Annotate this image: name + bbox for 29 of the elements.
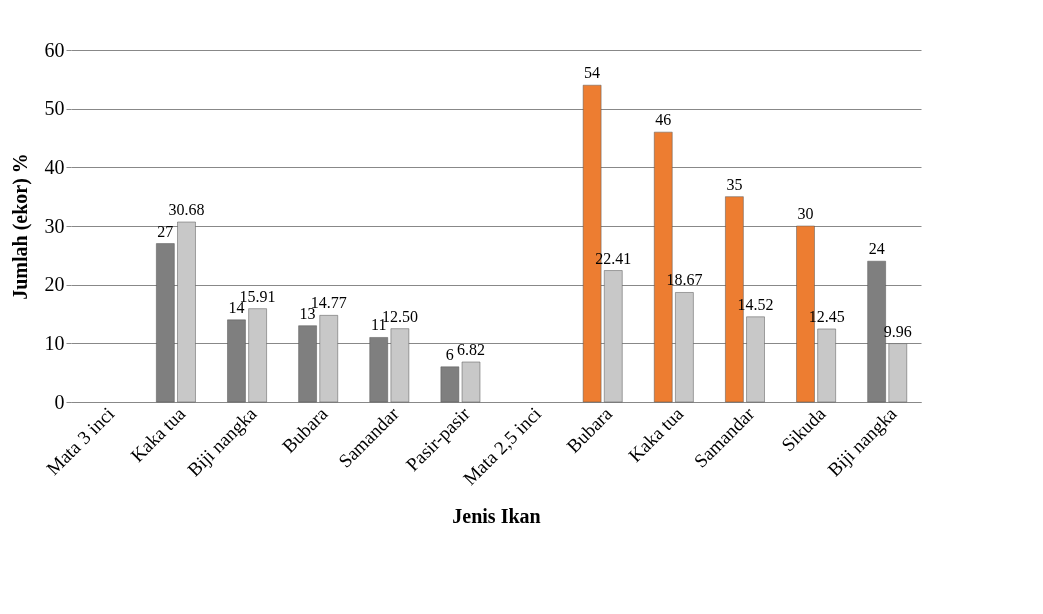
data-label: 9.96: [883, 322, 912, 340]
y-tick-label: 30: [44, 214, 65, 237]
data-label: 6.82: [457, 340, 486, 358]
data-label: 30.68: [168, 201, 205, 219]
y-tick-label: 10: [44, 331, 65, 354]
bar: [390, 328, 410, 403]
bar: [675, 292, 694, 403]
y-tick-label: 0: [54, 390, 65, 413]
data-label: 54: [584, 64, 601, 82]
bar: [888, 343, 908, 403]
data-label: 6: [445, 345, 454, 363]
y-tick-label: 20: [44, 273, 65, 296]
bar: [248, 308, 267, 403]
y-tick-label: 40: [44, 155, 65, 178]
bar: [746, 316, 765, 403]
y-tick-label: 50: [44, 97, 65, 120]
bar: [461, 361, 481, 403]
data-label: 35: [726, 175, 743, 193]
data-label: 24: [868, 240, 885, 258]
bar: [177, 221, 196, 403]
y-tick-label: 60: [44, 38, 65, 61]
data-label: 46: [655, 111, 672, 129]
x-axis-title: Jenis Ikan: [452, 505, 541, 528]
data-label: 27: [157, 222, 174, 240]
bar: [604, 270, 623, 403]
data-label: 30: [797, 205, 814, 222]
bar: [319, 315, 338, 403]
bar: [817, 328, 836, 403]
y-axis-title: Jumlah (ekor) %: [8, 153, 32, 300]
